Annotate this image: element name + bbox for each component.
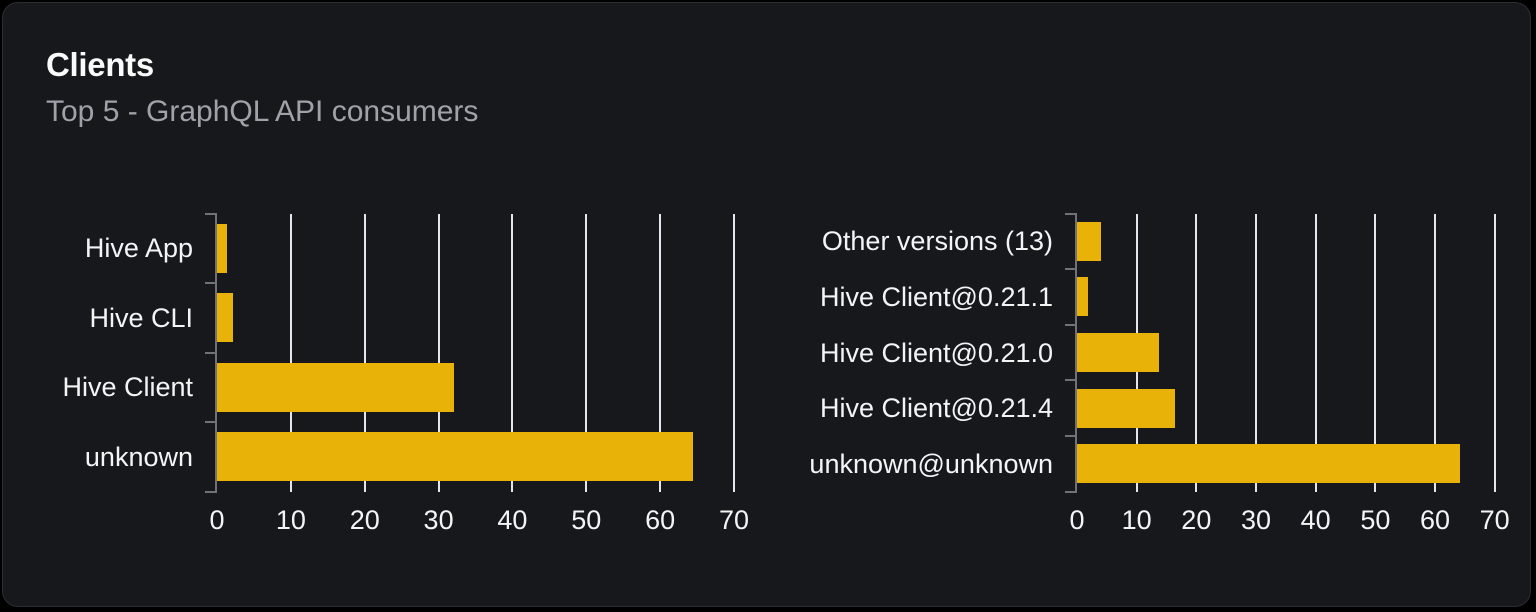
gridline <box>1314 213 1317 492</box>
y-axis-line <box>1075 213 1077 492</box>
gridline <box>1434 213 1437 492</box>
x-tick-label: 50 <box>571 505 602 535</box>
category-label: Hive Client@0.21.4 <box>819 393 1053 424</box>
x-tick-label: 0 <box>1069 505 1085 535</box>
bar[interactable] <box>217 293 233 343</box>
y-axis-tick <box>1065 323 1077 326</box>
gridline <box>1493 213 1496 492</box>
x-tick-label: 40 <box>1300 505 1331 535</box>
y-axis-tick <box>1065 212 1077 215</box>
y-axis-tick <box>1065 434 1077 437</box>
clients-bar-chart: Hive App Hive CLI Hive Client unknown 0 10 20 3… <box>3 3 1530 606</box>
x-tick-label: 30 <box>423 505 454 535</box>
gridline <box>659 213 662 492</box>
category-label: Hive Client <box>62 372 193 403</box>
x-tick-label: 70 <box>718 505 750 535</box>
y-axis-tick <box>1065 490 1077 493</box>
category-label: Hive App <box>84 233 193 264</box>
gridline <box>289 213 292 492</box>
category-label: unknown@unknown <box>809 448 1053 479</box>
category-label: Hive CLI <box>89 302 193 333</box>
bar[interactable] <box>217 223 228 273</box>
y-axis-tick <box>1065 379 1077 382</box>
category-label: unknown <box>84 441 193 472</box>
category-label: Hive Client@0.21.1 <box>819 281 1053 312</box>
y-axis-tick <box>205 212 217 215</box>
bar[interactable] <box>1077 444 1461 484</box>
bar[interactable] <box>1077 333 1160 372</box>
gridline <box>1255 213 1257 492</box>
gridline <box>511 213 514 492</box>
x-tick-label: 70 <box>1479 505 1510 535</box>
gridline <box>585 213 588 492</box>
bar[interactable] <box>1077 221 1101 261</box>
x-tick-label: 30 <box>1240 505 1272 535</box>
bar[interactable] <box>1077 277 1089 317</box>
gridline <box>363 213 366 492</box>
x-tick-label: 20 <box>349 505 380 535</box>
x-tick-label: 50 <box>1360 505 1391 535</box>
y-axis-tick <box>205 351 217 354</box>
x-tick-label: 60 <box>1419 505 1451 535</box>
gridline <box>437 213 440 492</box>
x-tick-label: 10 <box>275 505 306 535</box>
gridline <box>733 213 736 492</box>
y-axis-tick <box>205 421 217 423</box>
x-tick-label: 20 <box>1181 505 1212 535</box>
client-versions-bar-chart: Other versions (13) Hive Client@0.21.1 Hiv… <box>3 3 1530 606</box>
x-tick-label: 40 <box>497 505 528 535</box>
x-tick-label: 0 <box>209 505 225 535</box>
category-label: Hive Client@0.21.0 <box>819 337 1053 368</box>
x-tick-label: 10 <box>1121 505 1152 535</box>
card-subtitle: Top 5 - GraphQL API consumers <box>46 95 479 128</box>
y-axis-tick <box>1065 268 1077 271</box>
bar[interactable] <box>1077 388 1175 428</box>
card-title: Clients <box>46 46 154 83</box>
bar[interactable] <box>217 362 455 412</box>
y-axis-tick <box>205 490 217 493</box>
gridline <box>1374 213 1377 492</box>
x-tick-label: 60 <box>645 505 676 535</box>
category-label: Other versions (13) <box>821 226 1053 257</box>
bar[interactable] <box>217 432 693 482</box>
y-axis-tick <box>205 282 217 284</box>
gridline <box>1195 213 1198 492</box>
